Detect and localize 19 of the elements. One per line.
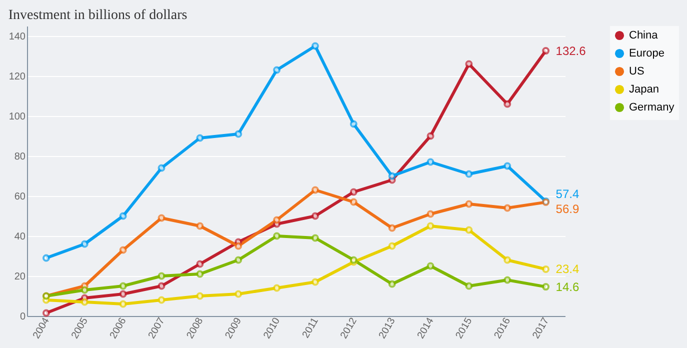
legend-label: Germany	[629, 102, 675, 114]
data-label: 57.4	[556, 187, 580, 202]
y-tick-label: 0	[20, 312, 26, 322]
y-tick-label: 80	[14, 152, 26, 162]
data-label: 56.9	[556, 202, 580, 216]
legend-label: Europe	[629, 48, 664, 60]
y-tick-label: 60	[14, 192, 26, 202]
legend-label: US	[629, 66, 644, 78]
legend-label: Japan	[629, 84, 659, 96]
data-label: 132.6	[556, 44, 586, 58]
chart-title: Investment in billions of dollars	[8, 8, 188, 23]
legend-label: China	[629, 30, 659, 42]
data-label: 14.6	[556, 280, 580, 294]
y-tick-label: 40	[14, 232, 26, 242]
data-label: 23.4	[556, 262, 580, 276]
y-tick-label: 140	[8, 32, 26, 42]
y-tick-label: 100	[8, 112, 26, 122]
y-tick-label: 120	[8, 72, 26, 82]
y-tick-label: 20	[14, 272, 26, 282]
